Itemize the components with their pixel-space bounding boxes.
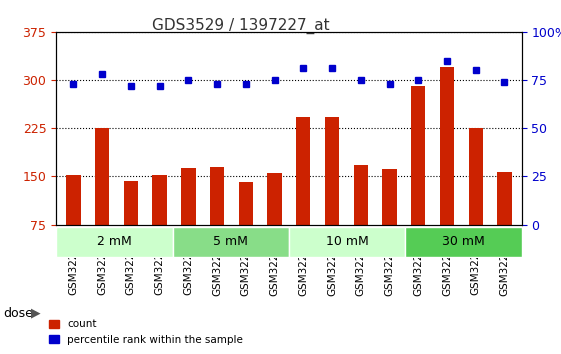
FancyBboxPatch shape (405, 227, 522, 257)
Bar (238, 182, 253, 273)
Bar (210, 167, 224, 273)
Bar (353, 165, 368, 273)
Bar (468, 128, 483, 273)
Bar (123, 181, 138, 273)
Text: 30 mM: 30 mM (442, 235, 485, 248)
Bar (497, 172, 512, 273)
Bar (95, 128, 109, 273)
Bar (383, 169, 397, 273)
Bar (66, 175, 81, 273)
Bar (411, 86, 425, 273)
Legend: count, percentile rank within the sample: count, percentile rank within the sample (44, 315, 247, 349)
Text: ▶: ▶ (31, 307, 40, 320)
Bar (181, 168, 195, 273)
FancyBboxPatch shape (289, 227, 405, 257)
FancyBboxPatch shape (173, 227, 289, 257)
Bar (325, 117, 339, 273)
Text: 5 mM: 5 mM (213, 235, 248, 248)
Bar (268, 173, 282, 273)
Bar (296, 117, 310, 273)
Text: dose: dose (3, 307, 33, 320)
FancyBboxPatch shape (56, 227, 173, 257)
Text: 10 mM: 10 mM (326, 235, 369, 248)
Text: GDS3529 / 1397227_at: GDS3529 / 1397227_at (153, 18, 330, 34)
Bar (153, 175, 167, 273)
Text: 2 mM: 2 mM (97, 235, 132, 248)
Bar (440, 67, 454, 273)
